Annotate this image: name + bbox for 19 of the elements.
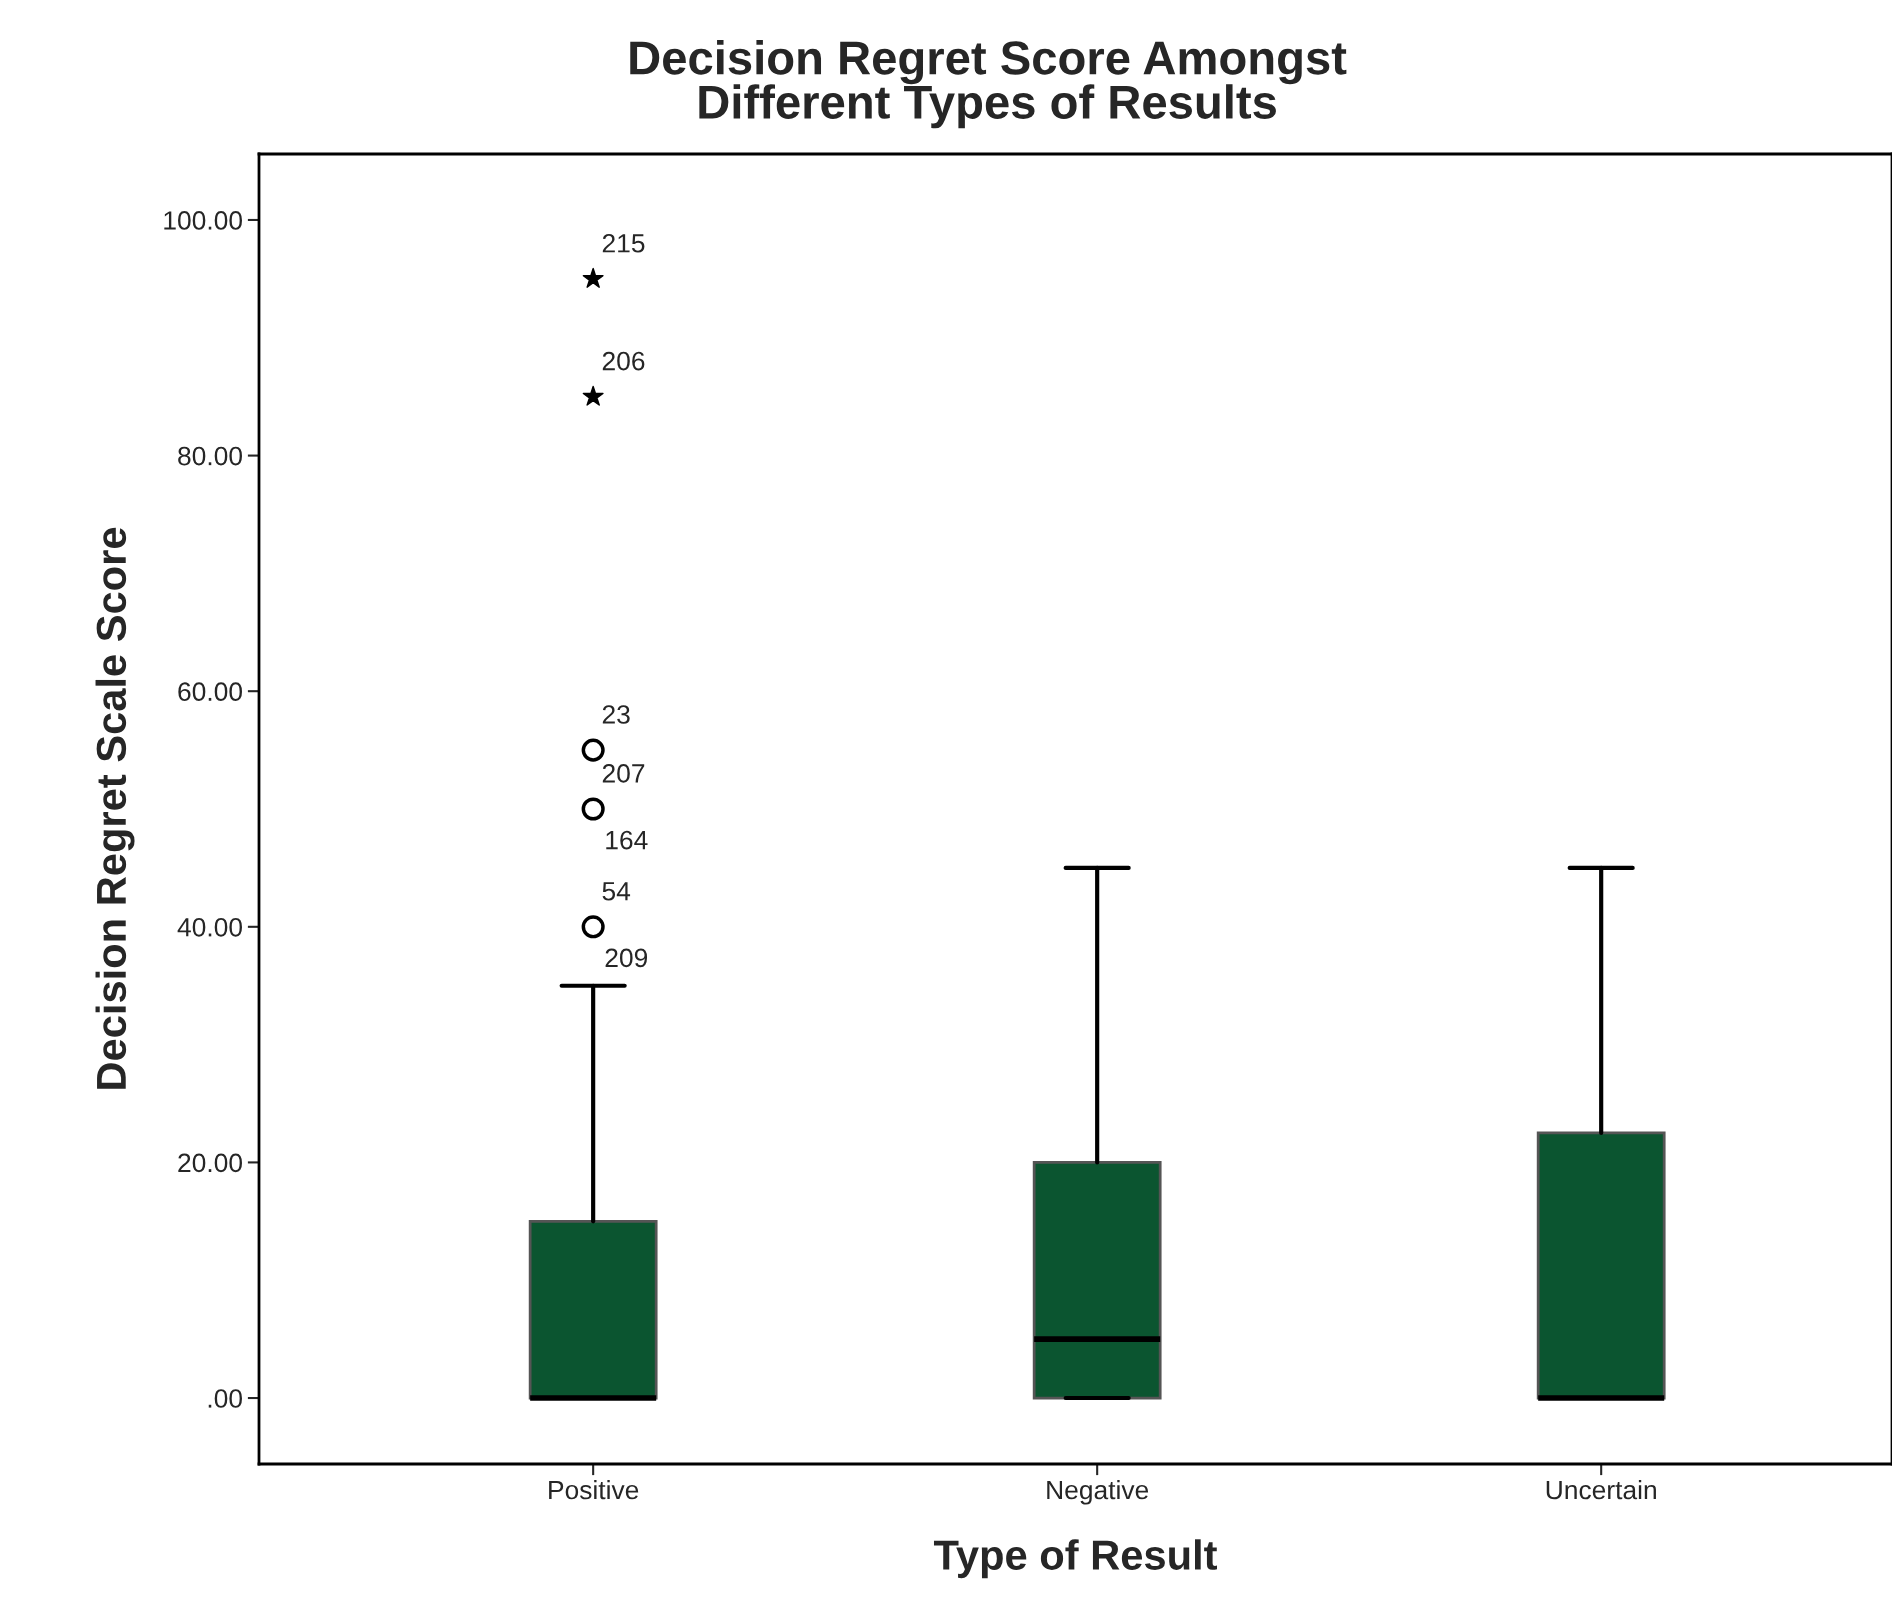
y-tick-label: 60.00 <box>178 682 242 702</box>
annotation: 207 <box>602 764 645 783</box>
y-axis-title: Decision Regret Scale Score <box>95 527 135 1089</box>
annotation: 206 <box>602 351 645 371</box>
chart-title: Decision Regret Score Amongst Different Types of Results <box>630 40 1347 129</box>
y-tick-label: 20.00 <box>178 1153 242 1173</box>
annotation: 209 <box>605 948 648 968</box>
y-tick-label: 80.00 <box>178 446 242 466</box>
x-tick-label: Negative <box>1047 1479 1149 1505</box>
annotation: 23 <box>602 705 630 724</box>
x-axis-title: Type of Result <box>933 1539 1217 1579</box>
y-tick-label: .00 <box>208 1389 242 1408</box>
annotation: 164 <box>606 830 648 850</box>
x-tick-label: Uncertain <box>1546 1479 1656 1500</box>
annotation: 215 <box>602 233 645 253</box>
y-tick-label: 100.00 <box>164 211 242 230</box>
x-tick-label: Positive <box>549 1479 639 1500</box>
annotation: 54 <box>602 882 631 901</box>
y-tick-label: 40.00 <box>177 917 242 937</box>
